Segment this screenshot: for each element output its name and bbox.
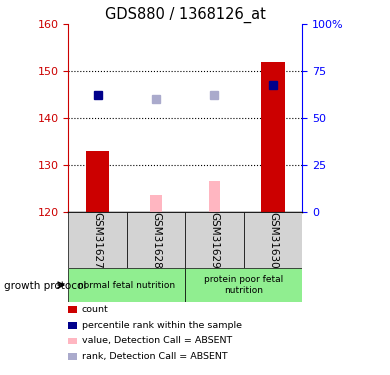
Title: GDS880 / 1368126_at: GDS880 / 1368126_at bbox=[105, 7, 266, 23]
Text: rank, Detection Call = ABSENT: rank, Detection Call = ABSENT bbox=[82, 352, 227, 361]
Text: GSM31630: GSM31630 bbox=[268, 212, 278, 268]
Bar bbox=[185, 212, 244, 268]
Text: count: count bbox=[82, 305, 108, 314]
Bar bbox=[86, 151, 109, 212]
Bar bbox=[150, 195, 162, 212]
Text: growth protocol: growth protocol bbox=[4, 281, 86, 291]
Bar bbox=[68, 212, 127, 268]
Text: normal fetal nutrition: normal fetal nutrition bbox=[78, 280, 176, 290]
Text: GSM31628: GSM31628 bbox=[151, 211, 161, 268]
Text: GSM31629: GSM31629 bbox=[209, 211, 220, 268]
Bar bbox=[244, 212, 302, 268]
Text: protein poor fetal
nutrition: protein poor fetal nutrition bbox=[204, 275, 284, 295]
Bar bbox=[127, 212, 185, 268]
Bar bbox=[209, 182, 220, 212]
Text: value, Detection Call = ABSENT: value, Detection Call = ABSENT bbox=[82, 336, 232, 345]
Bar bbox=[185, 268, 302, 302]
Text: percentile rank within the sample: percentile rank within the sample bbox=[82, 321, 241, 330]
Bar bbox=[261, 62, 285, 212]
Text: GSM31627: GSM31627 bbox=[92, 211, 103, 268]
Bar bbox=[68, 268, 185, 302]
